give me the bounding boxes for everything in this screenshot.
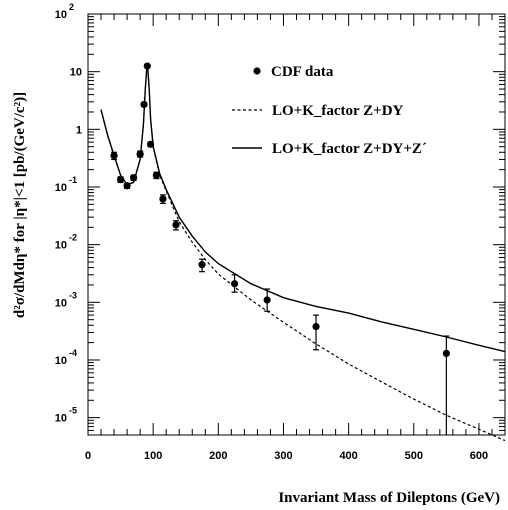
data-marker	[159, 195, 167, 203]
y-tick-mantissa: 10	[55, 9, 67, 21]
data-marker	[152, 171, 161, 179]
series-line-2	[100, 66, 506, 353]
y-tick-mantissa: 1	[76, 124, 82, 136]
y-tick-mantissa: 10	[55, 413, 67, 425]
y-tick-label: 102	[55, 2, 74, 21]
data-point	[312, 314, 320, 351]
legend-label: LO+K_factor Z+DY+Z´	[272, 141, 427, 157]
data-point	[231, 274, 239, 293]
data-marker	[116, 175, 125, 184]
data-marker	[312, 322, 320, 331]
y-tick-label: 10-5	[55, 406, 77, 425]
y-tick-exponent: -2	[69, 233, 77, 243]
data-marker	[140, 100, 148, 109]
data-point	[140, 100, 148, 109]
data-point	[123, 182, 131, 190]
data-point	[172, 220, 180, 231]
data-marker	[198, 261, 206, 269]
y-tick-label: 10-3	[55, 290, 77, 309]
data-point	[146, 140, 155, 148]
y-tick-label: 1	[76, 124, 82, 136]
data-point	[136, 150, 144, 158]
data-point	[263, 288, 271, 312]
x-tick-label: 0	[85, 450, 91, 462]
data-point	[159, 194, 167, 204]
data-marker	[231, 280, 239, 288]
data-point	[198, 258, 206, 273]
data-point	[143, 62, 151, 70]
x-tick-label: 500	[405, 450, 423, 462]
y-tick-label: 10-2	[55, 233, 77, 252]
y-tick-exponent: -4	[69, 348, 77, 358]
data-marker	[143, 62, 151, 70]
x-axis-label: Invariant Mass of Dileptons (GeV)	[278, 490, 500, 506]
y-tick-mantissa: 10	[55, 240, 67, 252]
axis-ticks	[87, 13, 506, 435]
x-tick-label: 300	[274, 450, 292, 462]
data-marker	[263, 296, 271, 304]
y-tick-exponent: -1	[69, 175, 77, 185]
data-marker	[123, 182, 131, 190]
x-tick-labels: 0 100 200 300 400 500 600	[85, 450, 488, 462]
y-axis-label: d²σ/dMdη* for |η*|<1 [pb/(GeV/c²)]	[12, 92, 28, 318]
data-marker	[172, 221, 180, 229]
data-marker	[110, 152, 118, 160]
y-tick-exponent: 2	[69, 2, 74, 12]
data-marker	[442, 349, 450, 358]
legend-label: CDF data	[271, 64, 334, 80]
data-points	[110, 62, 450, 435]
y-tick-label: 10	[70, 67, 82, 79]
x-tick-label: 600	[470, 450, 488, 462]
legend-entry: LO+K_factor Z+DY+Z´	[232, 141, 427, 157]
y-tick-mantissa: 10	[55, 297, 67, 309]
y-tick-label: 10-4	[55, 348, 77, 367]
x-tick-label: 400	[339, 450, 357, 462]
data-point	[130, 174, 138, 182]
y-tick-label: 10-1	[55, 175, 77, 194]
series-line-1	[100, 66, 506, 442]
data-point	[110, 151, 118, 161]
series-lines	[100, 66, 506, 442]
x-tick-label: 100	[144, 450, 162, 462]
data-marker	[130, 174, 138, 182]
x-tick-label: 200	[209, 450, 227, 462]
legend: CDF data LO+K_factor Z+DY LO+K_factor Z+DY…	[232, 64, 427, 157]
y-tick-mantissa: 10	[55, 182, 67, 194]
y-tick-mantissa: 10	[70, 67, 82, 79]
legend-entry: CDF data	[253, 64, 334, 80]
legend-marker	[253, 67, 261, 75]
data-point	[442, 335, 450, 435]
data-marker	[136, 150, 144, 158]
data-point	[116, 175, 125, 184]
legend-entry: LO+K_factor Z+DY	[232, 103, 404, 119]
legend-label: LO+K_factor Z+DY	[272, 103, 404, 119]
y-tick-exponent: -5	[69, 406, 77, 416]
y-tick-exponent: -3	[69, 290, 77, 300]
y-tick-mantissa: 10	[55, 355, 67, 367]
data-marker	[146, 140, 155, 148]
data-point	[152, 171, 161, 180]
